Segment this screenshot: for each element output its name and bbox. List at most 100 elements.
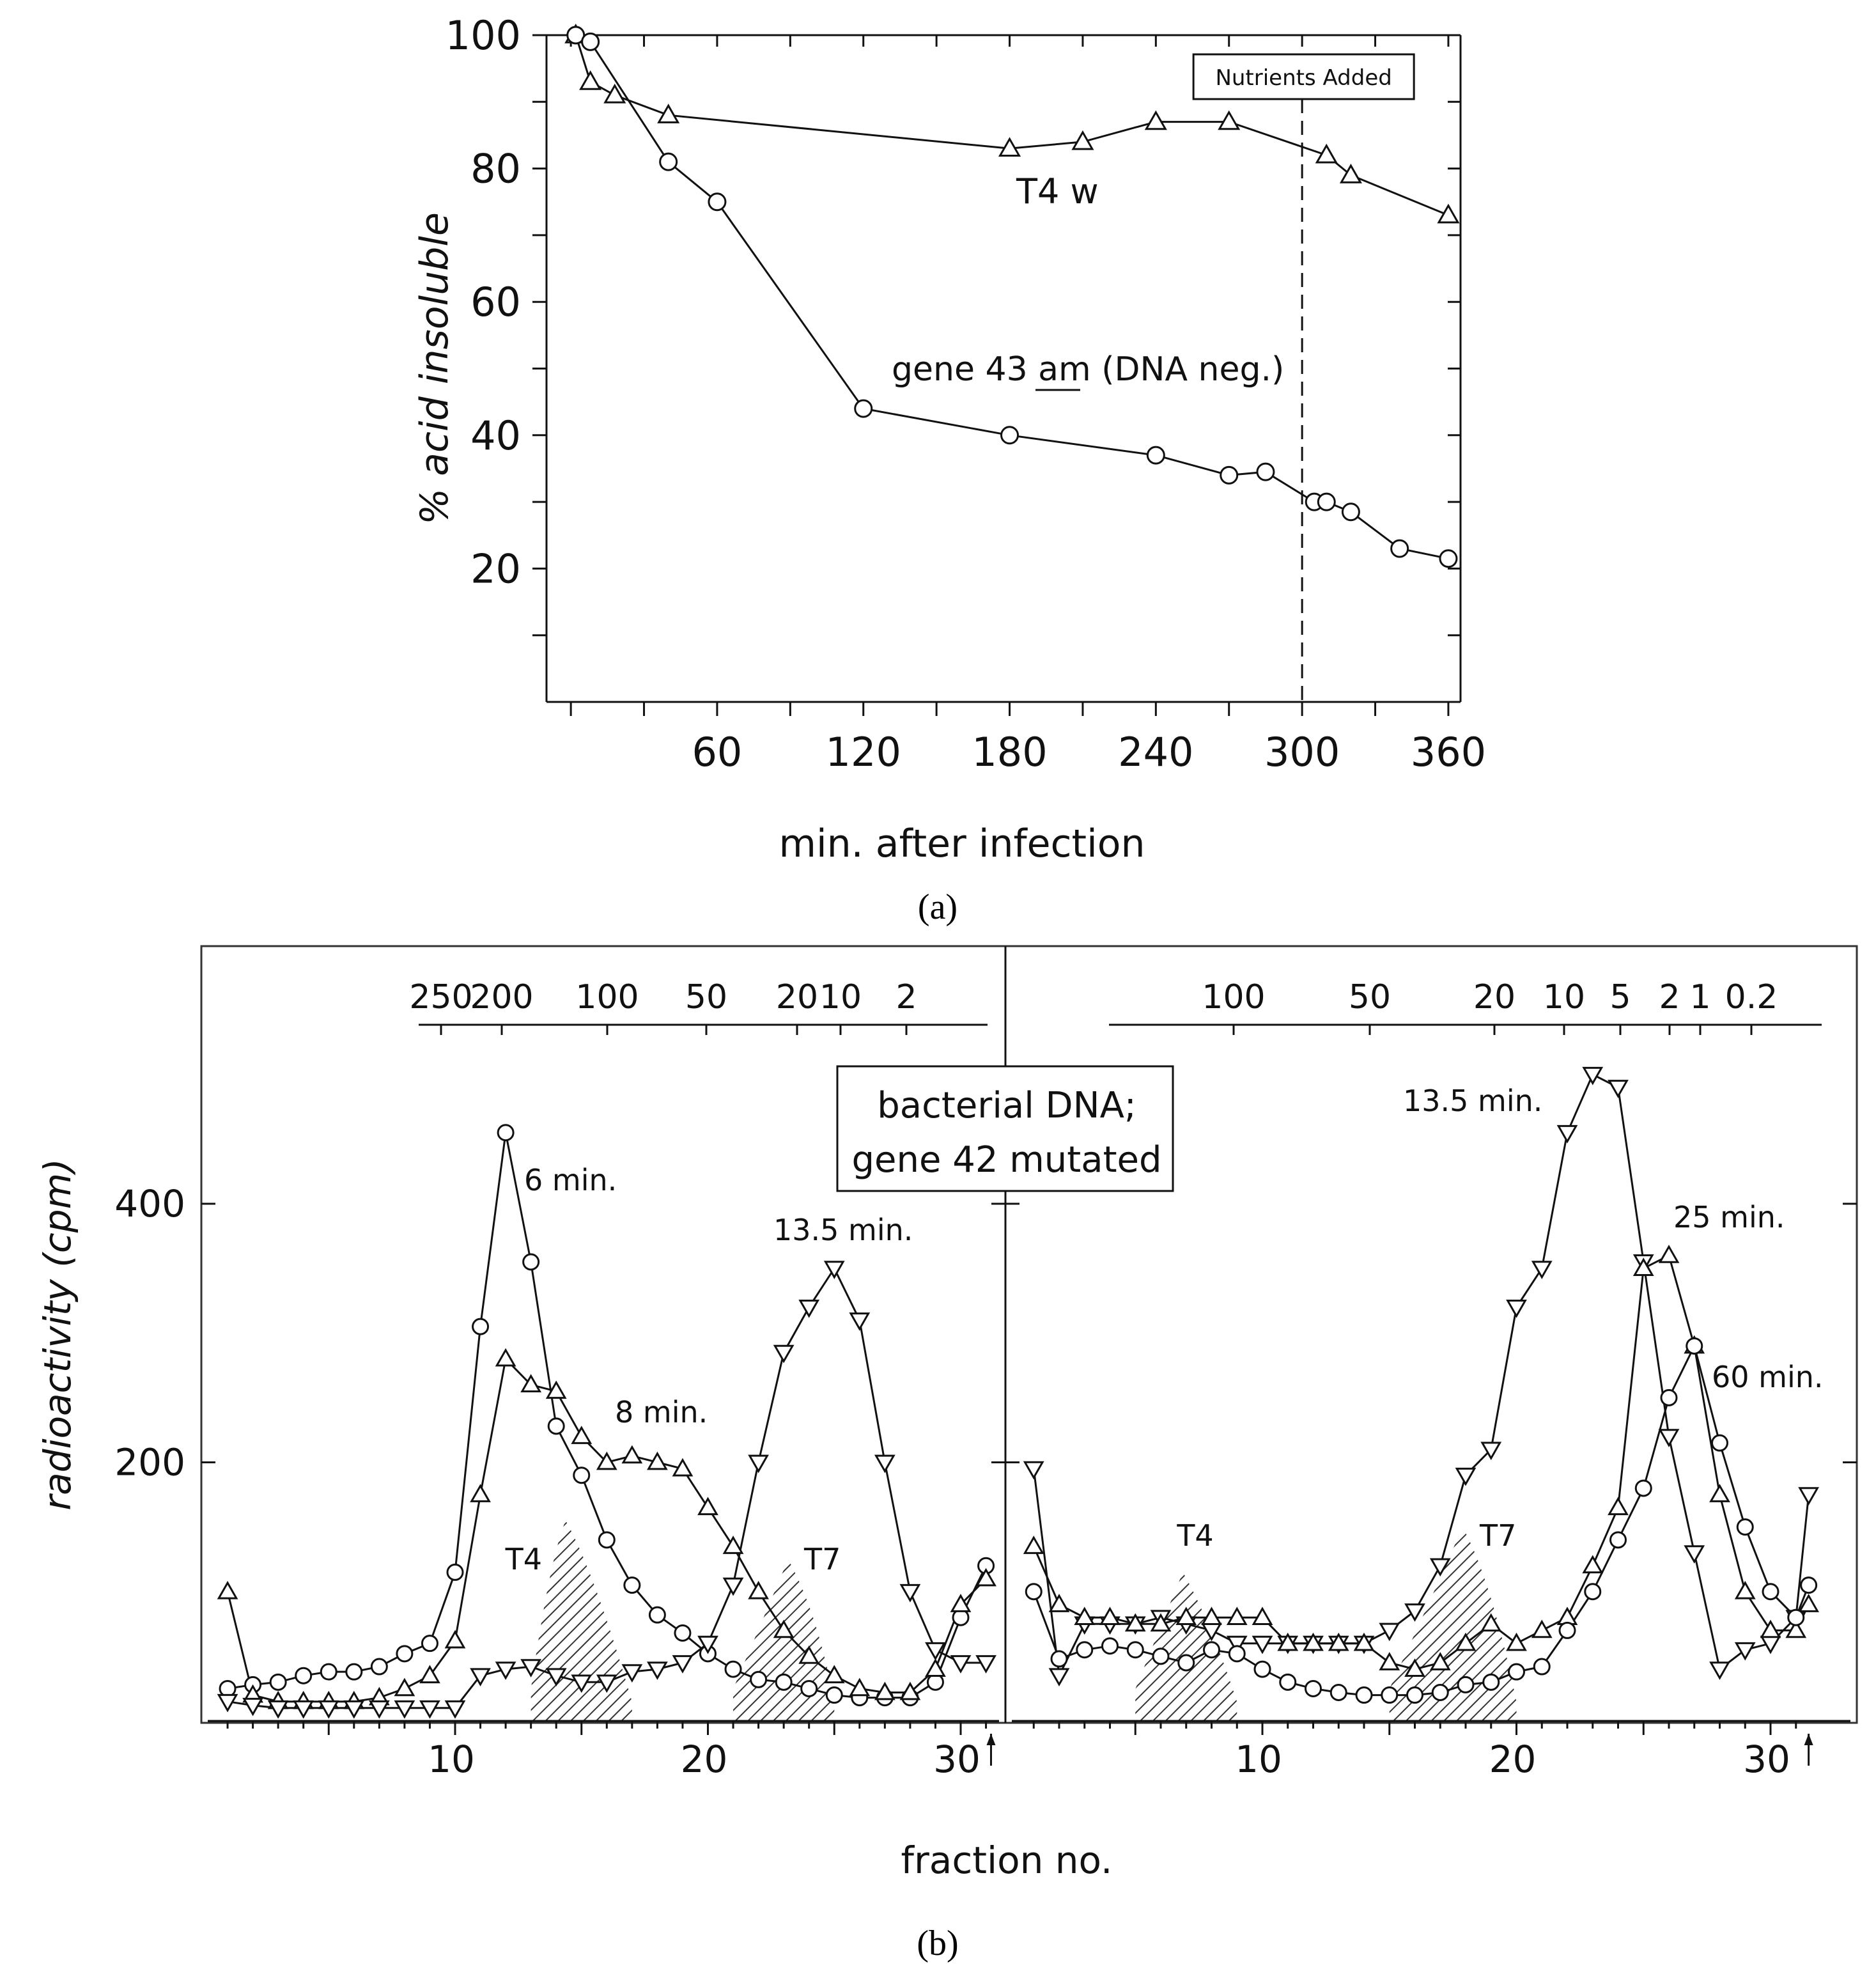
right-point-triangle-down: [1709, 1661, 1730, 1680]
panel-a: 60 120 180 240 300 360 20 40 60 80 100 Nutrients A…: [412, 12, 1486, 927]
left-point-triangle-down: [849, 1312, 871, 1331]
left-point-triangle-down: [293, 1700, 314, 1719]
right-point-circle: [1686, 1337, 1703, 1355]
right-top-scale-label: 20: [1473, 978, 1516, 1016]
right-point-circle: [1228, 1645, 1246, 1663]
panel-a-point-triangle: [1144, 110, 1167, 130]
right-point-circle: [1787, 1608, 1805, 1626]
left-point-triangle-down: [722, 1577, 744, 1596]
right-point-triangle-up: [1303, 1632, 1324, 1651]
left-point-triangle-up: [925, 1658, 946, 1677]
left-point-circle: [547, 1417, 565, 1435]
right-point-triangle-down: [1404, 1603, 1425, 1622]
right-point-triangle-down: [1429, 1558, 1451, 1577]
right-point-circle: [1431, 1684, 1449, 1702]
left-point-circle: [295, 1667, 313, 1684]
panel-a-point-circle: [854, 399, 873, 418]
left-point-triangle-up: [545, 1380, 567, 1399]
right-point-triangle-up: [1658, 1245, 1680, 1263]
panel-a-x-axis-title: min. after infection: [779, 821, 1145, 866]
right-13-5min-label: 13.5 min.: [1403, 1084, 1542, 1118]
left-point-triangle-up: [647, 1451, 668, 1470]
panel-a-point-circle: [1256, 462, 1275, 481]
right-point-triangle-up: [1506, 1632, 1527, 1651]
panel-a-point-circle: [581, 32, 600, 51]
left-point-triangle-down: [267, 1700, 289, 1719]
left-point-triangle-down: [773, 1344, 795, 1364]
right-point-circle: [1660, 1389, 1678, 1406]
nutrients-added-box: [1192, 53, 1415, 100]
panel-b-border: [200, 945, 1858, 1724]
left-6min-label: 6 min.: [524, 1163, 617, 1197]
panel-a-point-circle: [1317, 492, 1336, 511]
right-point-circle: [1076, 1641, 1094, 1659]
panel-a-point-circle: [1146, 446, 1165, 465]
right-point-triangle-up: [1048, 1594, 1070, 1612]
panel-a-point-circle: [1000, 426, 1019, 445]
left-point-triangle-down: [343, 1700, 365, 1719]
panel-a-y-tick-label: 20: [470, 545, 521, 592]
left-point-triangle-up: [672, 1458, 694, 1477]
right-point-circle: [1584, 1583, 1602, 1601]
right-point-triangle-down: [1582, 1066, 1604, 1085]
left-point-triangle-down: [520, 1659, 542, 1677]
right-point-triangle-up: [1798, 1594, 1820, 1612]
panel-b-x-axis-title: fraction no.: [901, 1839, 1113, 1882]
left-point-triangle-up: [798, 1645, 820, 1664]
left-top-scale-label: 100: [575, 978, 639, 1016]
left-point-triangle-down: [318, 1700, 339, 1719]
left-point-triangle-up: [748, 1580, 769, 1599]
right-t7-region-label: T7: [1479, 1518, 1516, 1553]
nutrients-added-label: Nutrients Added: [1215, 65, 1391, 91]
left-point-triangle-down: [495, 1661, 516, 1680]
panel-a-y-tick-label: 80: [470, 146, 521, 192]
left-point-triangle-down: [368, 1700, 390, 1719]
right-point-triangle-up: [1760, 1619, 1781, 1638]
panel-a-point-circle: [708, 192, 727, 212]
left-point-triangle-down: [419, 1700, 440, 1719]
left-point-triangle-down: [444, 1700, 466, 1719]
panel-a-y-tick-label: 60: [470, 279, 521, 325]
right-point-circle: [1533, 1658, 1551, 1676]
right-point-triangle-up: [1201, 1606, 1222, 1626]
left-13-5min-label: 13.5 min.: [773, 1213, 913, 1247]
panel-a-y-axis-title: % acid insoluble: [412, 212, 457, 525]
right-point-circle: [1152, 1647, 1170, 1665]
right-point-triangle-down: [1226, 1635, 1248, 1654]
panel-a-point-triangle: [1315, 143, 1338, 164]
panel-a-x-tick-label: 180: [972, 729, 1047, 775]
left-point-triangle-down: [242, 1697, 263, 1716]
left-point-triangle-up: [571, 1426, 593, 1444]
right-point-triangle-down: [1684, 1545, 1705, 1564]
panel-a-markers: [564, 24, 1460, 568]
right-point-triangle-down: [1531, 1261, 1553, 1279]
right-point-circle: [1711, 1434, 1728, 1452]
left-point-triangle-down: [571, 1674, 593, 1693]
right-top-scale-label: 5: [1609, 978, 1631, 1016]
left-point-circle: [573, 1466, 591, 1484]
right-point-triangle-up: [1429, 1652, 1451, 1670]
left-point-circle: [345, 1663, 363, 1681]
right-point-circle: [1101, 1637, 1119, 1655]
left-point-triangle-down: [596, 1674, 617, 1693]
right-point-triangle-up: [1379, 1652, 1400, 1670]
right-top-scale-label: 50: [1349, 978, 1391, 1016]
left-top-scale-label: 50: [685, 978, 727, 1016]
panel-a-point-triangle: [998, 137, 1021, 157]
panel-a-ticks: 60 120 180 240 300 360 20 40 60 80 100: [446, 12, 1486, 775]
left-point-triangle-up: [520, 1374, 542, 1392]
panel-a-point-triangle: [657, 104, 680, 123]
panel-b-caption: (b): [917, 1924, 958, 1963]
panel-a-y-tick-label: 40: [470, 412, 521, 459]
right-point-circle: [1050, 1650, 1068, 1668]
right-point-circle: [1508, 1663, 1525, 1681]
right-point-triangle-up: [1074, 1606, 1096, 1626]
right-top-scale-label: 2: [1659, 978, 1680, 1016]
right-point-triangle-up: [1455, 1632, 1477, 1651]
right-point-triangle-up: [1175, 1606, 1197, 1626]
right-point-triangle-up: [1608, 1497, 1629, 1516]
panel-b-y-tick-label: 200: [114, 1441, 185, 1484]
left-t4-region-label: T4: [505, 1542, 542, 1576]
left-point-triangle-up: [975, 1568, 996, 1587]
bacterial-dna-box: [836, 1065, 1174, 1192]
